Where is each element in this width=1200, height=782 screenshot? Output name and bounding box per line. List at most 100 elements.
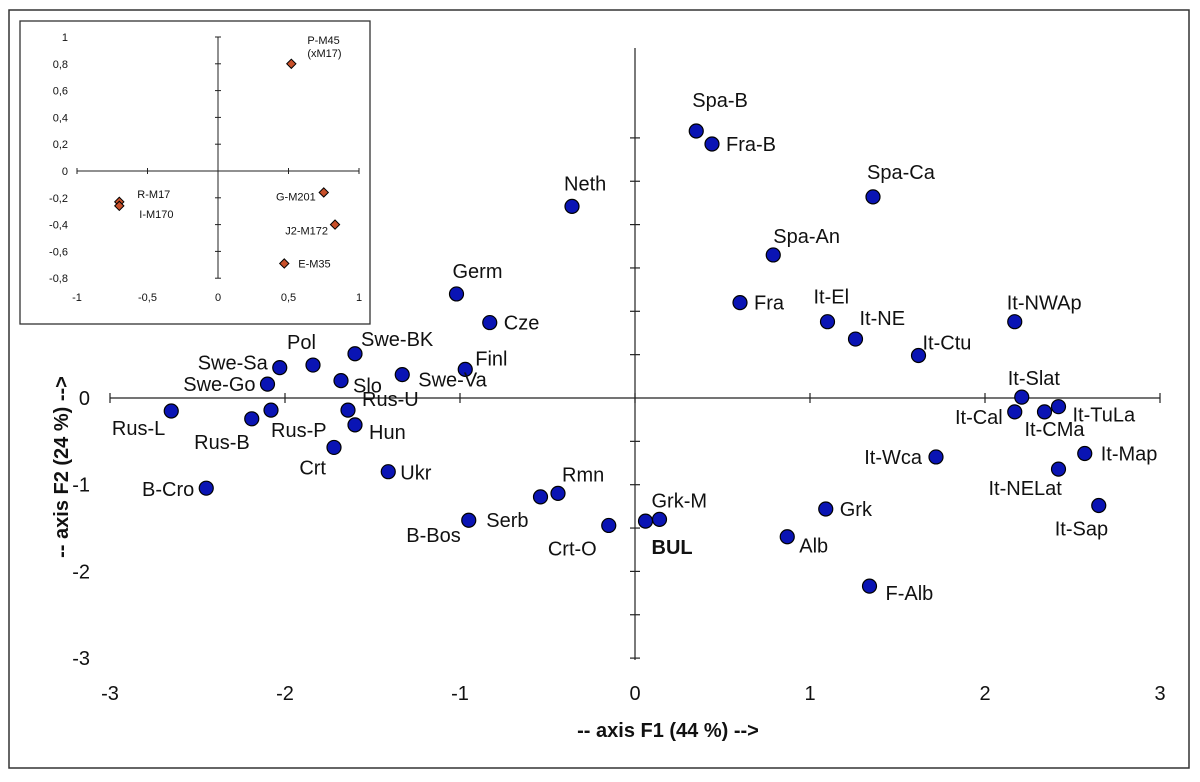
data-point-label: Rus-L (112, 418, 165, 440)
inset-y-tick-label: 0,2 (53, 139, 68, 151)
data-point-label: Rus-P (271, 420, 327, 442)
inset-x-tick-label: 0 (215, 292, 221, 304)
data-point (688, 123, 704, 139)
inset-axes: -1 -0,5 0 0,5 1 -0,8 -0,6 -0,4 -0,2 0 0,2 0,4 0,6 0,8… (49, 32, 362, 304)
data-point (819, 314, 836, 330)
x-tick-label: 1 (804, 683, 815, 705)
data-point-label: It-Wca (864, 447, 923, 469)
data-point-label: Grk-M (652, 490, 708, 512)
x-tick-label: 3 (1154, 683, 1165, 705)
inset-data-point-label: J2-M172 (285, 226, 328, 238)
y-tick-label: -3 (72, 648, 90, 670)
data-point (448, 286, 465, 302)
data-point-label: It-TuLa (1073, 405, 1136, 427)
data-point (259, 376, 276, 392)
data-point (564, 198, 580, 214)
data-point-label: It-El (814, 287, 850, 309)
data-point-label: B-Bos (406, 525, 460, 547)
data-point (601, 517, 617, 534)
data-point-label: Rmn (562, 464, 604, 486)
data-point (779, 529, 795, 545)
data-point-label: Grk (840, 499, 873, 521)
y-tick-label: 0 (79, 388, 90, 410)
x-tick-label: -2 (276, 683, 294, 705)
data-point (1014, 389, 1030, 405)
data-point-label: Pol (287, 332, 316, 354)
data-point (347, 346, 363, 362)
inset-y-tick-label: 1 (62, 32, 68, 44)
data-point (651, 511, 668, 527)
data-point (272, 360, 288, 376)
inset-data-point-label: R-M17 (137, 189, 170, 201)
data-point (532, 489, 549, 505)
data-point (305, 357, 321, 373)
data-point (865, 189, 881, 205)
data-point (1077, 445, 1093, 462)
inset-y-tick-label: 0,4 (53, 112, 68, 124)
data-point-label: Swe-Sa (198, 353, 269, 375)
inset-data-point (329, 219, 341, 230)
data-point-label: B-Cro (142, 479, 194, 501)
inset-data-point-label: G-M201 (276, 191, 316, 203)
data-point (847, 331, 864, 347)
inset-data-point-sublabel: (xM17) (307, 48, 341, 60)
data-point (1091, 497, 1107, 514)
inset-y-tick-label: -0,2 (49, 193, 68, 205)
data-point-label: Fra (754, 293, 785, 315)
data-point-label: Crt (299, 457, 326, 479)
inset-y-tick-label: -0,6 (49, 246, 68, 258)
data-point (380, 464, 396, 480)
data-point-label: Swe-BK (361, 329, 434, 351)
data-point (347, 417, 363, 433)
x-tick-label: 2 (979, 683, 990, 705)
data-point (163, 403, 179, 419)
inset-data-point-label: E-M35 (298, 258, 330, 270)
inset-data-point-label: P-M45 (307, 35, 339, 47)
data-point-label: Serb (486, 510, 528, 532)
data-point (1036, 404, 1053, 420)
data-point-label: It-NELat (989, 478, 1063, 500)
data-point-label: It-Map (1101, 443, 1158, 465)
data-point-label: It-Cal (955, 407, 1003, 429)
x-tick-label: -3 (101, 683, 119, 705)
data-point-label: Finl (475, 348, 507, 370)
data-point-label: Crt-O (548, 538, 597, 560)
data-point (910, 347, 927, 364)
x-tick-label: -1 (451, 683, 469, 705)
data-point (704, 136, 720, 152)
y-tick-label: -2 (72, 561, 90, 583)
data-point (1050, 461, 1067, 477)
data-point (340, 402, 356, 418)
data-point-label: Spa-Ca (867, 162, 936, 184)
data-point-label: Slo (353, 376, 382, 398)
x-tick-label: 0 (629, 683, 640, 705)
data-point-label: Cze (504, 313, 540, 335)
data-point-label: Rus-B (194, 432, 250, 454)
data-point-label: F-Alb (886, 583, 934, 605)
inset-data-point-label: I-M170 (139, 209, 173, 221)
inset-y-tick-label: -0,4 (49, 220, 68, 232)
data-point-label: Alb (799, 536, 828, 558)
inset-x-tick-label: 0,5 (281, 292, 296, 304)
x-axis-label: -- axis F1 (44 %) --> (577, 720, 759, 742)
data-point-label: It-CMa (1025, 419, 1086, 441)
data-point (818, 501, 834, 517)
main-points: Spa-B Fra-B Spa-Ca Neth Spa-An Germ Fra Cze It-E… (112, 90, 1158, 605)
main-axes: -3 -2 -1 0 1 2 3 -3 -2 -1 0 (72, 48, 1166, 705)
data-point (1007, 314, 1023, 330)
data-point (263, 402, 279, 418)
data-point (732, 295, 748, 311)
data-point (482, 314, 498, 331)
data-point (1050, 399, 1067, 415)
inset-x-tick-label: -1 (72, 292, 82, 304)
data-point (765, 247, 781, 263)
data-point-label: Swe-Go (183, 374, 255, 396)
data-point (461, 512, 477, 528)
data-point (861, 578, 878, 594)
data-point (928, 449, 944, 465)
data-point-label: Spa-An (773, 226, 840, 248)
data-point (550, 485, 566, 501)
inset-x-tick-label: 1 (356, 292, 362, 304)
data-point-label: Fra-B (726, 134, 776, 156)
